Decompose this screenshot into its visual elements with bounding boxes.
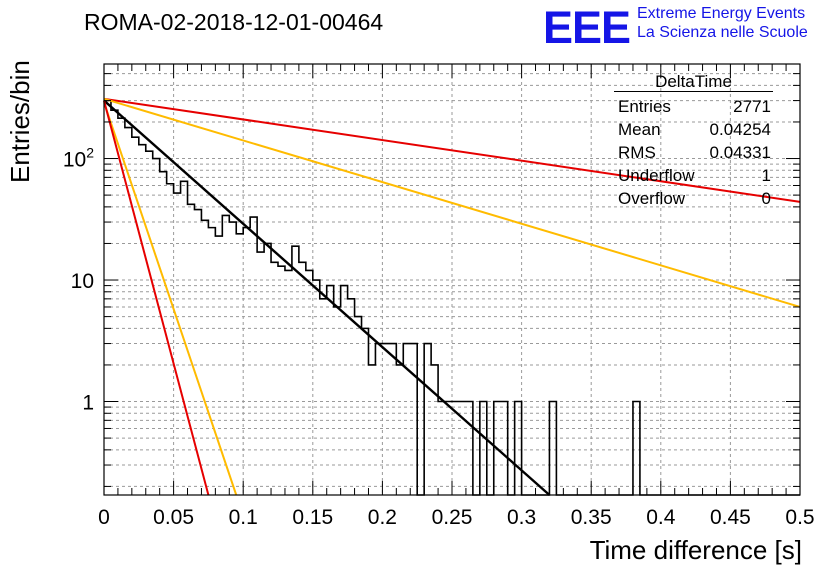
stats-label: Entries [618, 97, 671, 116]
y-tick-label: 1 [82, 392, 94, 415]
logo-line-1: Extreme Energy Events [637, 5, 806, 22]
stats-label: RMS [618, 143, 656, 162]
x-axis-label: Time difference [s] [589, 535, 802, 565]
stats-row-rms: RMS 0.04331 [612, 141, 775, 164]
x-tick-label: 0.5 [785, 506, 814, 529]
axis-ticks [103, 63, 801, 495]
y-tick-label: 102 [63, 145, 94, 172]
y-tick-label: 10 [71, 270, 94, 293]
x-tick-label: 0.05 [153, 506, 194, 529]
stats-row-overflow: Overflow 0 [612, 187, 775, 210]
stats-row-mean: Mean 0.04254 [612, 118, 775, 141]
stats-value: 1 [761, 166, 771, 185]
y-axis-label: Entries/bin [5, 60, 35, 183]
stats-value: 2771 [733, 97, 771, 116]
x-tick-label: 0.2 [368, 506, 397, 529]
stats-value: 0.04254 [709, 120, 771, 139]
grid [104, 63, 800, 495]
stats-box: DeltaTime Entries 2771 Mean 0.04254 RMS … [612, 72, 775, 210]
x-tick-label: 0.4 [646, 506, 676, 529]
stats-row-underflow: Underflow 1 [612, 164, 775, 187]
x-tick-label: 0.15 [292, 506, 333, 529]
x-tick-label: 0 [98, 506, 110, 529]
fit-curve [103, 100, 210, 496]
x-tick-label: 0.45 [710, 506, 751, 529]
x-tick-label: 0.3 [507, 506, 536, 529]
stats-label: Mean [618, 120, 661, 139]
x-tick-label: 0.35 [571, 506, 612, 529]
stats-title: DeltaTime [614, 72, 773, 92]
fit-curve [103, 102, 238, 496]
stats-value: 0.04331 [709, 143, 771, 162]
fit-curve [103, 97, 801, 308]
fit-curves [103, 97, 801, 496]
fit-curve [103, 97, 801, 203]
stats-label: Underflow [618, 166, 695, 185]
logo-line-2: La Scienza nelle Scuole [637, 24, 808, 41]
x-tick-label: 0.25 [432, 506, 473, 529]
eee-logo: EEE [543, 2, 631, 53]
tick-labels: 0 0.05 0.1 0.15 0.2 0.25 0.3 0.35 0.4 0.45 0.51101… [63, 145, 815, 529]
x-tick-label: 0.1 [229, 506, 258, 529]
stats-value: 0 [761, 189, 771, 208]
fit-curve [103, 99, 551, 496]
stats-row-entries: Entries 2771 [612, 95, 775, 118]
plot-title: ROMA-02-2018-12-01-00464 [84, 9, 384, 35]
stats-label: Overflow [618, 189, 686, 208]
logo-caption: Extreme Energy Events La Scienza nelle S… [637, 4, 808, 42]
